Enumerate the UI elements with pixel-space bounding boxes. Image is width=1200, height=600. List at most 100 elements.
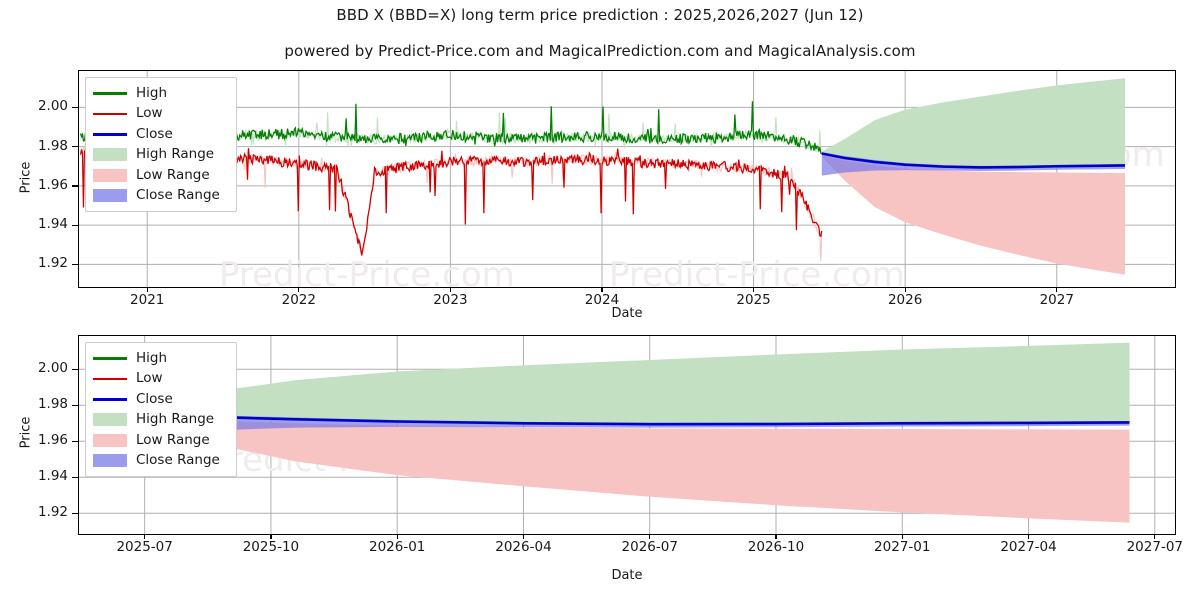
legend-item-low-range[interactable]: Low Range [93, 165, 228, 186]
page-title: BBD X (BBD=X) long term price prediction… [336, 6, 864, 24]
x-tick-label: 2024 [584, 292, 620, 308]
x-tick-mark [901, 534, 903, 539]
legend-item-close-range[interactable]: Close Range [93, 186, 228, 207]
legend-swatch-low-icon [93, 107, 127, 120]
x-tick-label: 2026-01 [368, 539, 426, 555]
x-tick-label: 2023 [433, 292, 468, 308]
y-tick-label: 2.00 [37, 360, 68, 377]
legend-swatch-high-icon [93, 87, 127, 100]
y-tick-mark [72, 106, 78, 108]
legend-label: Low Range [136, 431, 210, 448]
legend-swatch-close-icon [93, 393, 127, 406]
legend-swatch-high-range-icon [93, 413, 127, 427]
x-tick-label: 2026-10 [747, 539, 805, 555]
x-tick-label: 2025-10 [242, 539, 300, 555]
x-tick-mark [1056, 287, 1058, 292]
y-tick-mark [72, 512, 78, 514]
legend-item-high-range[interactable]: High Range [93, 410, 228, 431]
legend-swatch-low-icon [93, 372, 127, 385]
legend-label: Close [136, 125, 173, 142]
legend-swatch-low-range-icon [93, 433, 127, 447]
page-subtitle: powered by Predict-Price.com and Magical… [284, 42, 916, 60]
top-x-axis-label: Date [611, 306, 643, 321]
y-tick-mark [72, 224, 78, 226]
x-tick-label: 2026 [887, 292, 923, 308]
x-tick-label: 2025-07 [116, 539, 173, 555]
legend-swatch-high-icon [93, 352, 127, 365]
y-tick-label: 1.92 [37, 504, 68, 521]
x-tick-label: 2026-07 [621, 539, 678, 555]
legend-item-close-range[interactable]: Close Range [93, 451, 228, 472]
legend-label: Low [136, 105, 163, 121]
legend-item-close[interactable]: Close [93, 389, 228, 410]
legend-label: Low Range [136, 166, 210, 183]
legend-label: Close Range [136, 187, 220, 203]
x-tick-mark [298, 287, 300, 292]
x-tick-label: 2025 [736, 292, 771, 308]
y-tick-mark [72, 146, 78, 148]
x-tick-label: 2022 [281, 292, 316, 308]
x-tick-mark [904, 287, 906, 292]
legend-item-close[interactable]: Close [93, 124, 228, 145]
legend-item-high-range[interactable]: High Range [93, 145, 228, 166]
x-tick-label: 2027-04 [1000, 539, 1057, 555]
legend-label: High Range [136, 411, 215, 427]
y-tick-label: 1.98 [37, 396, 68, 413]
x-tick-mark [649, 534, 651, 539]
legend-swatch-low-range-icon [93, 168, 127, 182]
x-tick-label: 2027 [1039, 292, 1074, 308]
x-tick-mark [1028, 534, 1030, 539]
y-tick-mark [72, 476, 78, 478]
x-tick-label: 2026-04 [495, 539, 552, 555]
x-tick-mark [146, 287, 148, 292]
x-tick-mark [522, 534, 525, 539]
y-tick-mark [72, 185, 78, 187]
legend-label: Low [136, 370, 163, 386]
x-tick-mark [775, 534, 777, 539]
x-tick-mark [601, 287, 603, 292]
y-tick-label: 1.94 [37, 468, 68, 485]
legend-swatch-close-range-icon [93, 454, 127, 468]
y-tick-mark [72, 368, 78, 370]
x-tick-mark [270, 534, 272, 539]
y-tick-label: 1.98 [37, 137, 68, 154]
y-tick-label: 1.92 [37, 255, 68, 272]
svg-text:Predict-Price.com: Predict-Price.com [219, 255, 515, 287]
y-tick-label: 1.96 [37, 432, 68, 449]
legend-swatch-close-icon [93, 128, 127, 141]
x-tick-mark [753, 287, 755, 292]
legend-item-high[interactable]: High [93, 83, 228, 104]
legend-item-high[interactable]: High [93, 348, 228, 369]
y-tick-label: 1.96 [37, 176, 68, 193]
x-tick-label: 2027-07 [1126, 539, 1183, 555]
legend-label: High [136, 349, 168, 366]
y-tick-label: 1.94 [37, 216, 68, 233]
y-tick-label: 2.00 [37, 98, 68, 115]
legend-swatch-high-range-icon [93, 148, 127, 162]
legend-item-low[interactable]: Low [93, 104, 228, 125]
top-chart-svg: Predict-Price.comPredict-Price.comPredic… [79, 71, 1175, 287]
legend-label: High Range [136, 146, 215, 162]
x-tick-mark [449, 287, 452, 292]
bottom-x-axis-label: Date [611, 568, 643, 583]
legend-label: High [136, 84, 168, 101]
top-chart-legend: High Low Close High Range Low Range Close Ran… [85, 77, 237, 212]
x-tick-mark [396, 534, 398, 539]
legend-label: Close [136, 390, 173, 407]
legend-label: Close Range [136, 452, 220, 468]
legend-item-low-range[interactable]: Low Range [93, 430, 228, 451]
legend-swatch-close-range-icon [93, 189, 127, 203]
x-tick-label: 2027-01 [874, 539, 931, 555]
top-chart-panel: Predict-Price.comPredict-Price.comPredic… [78, 70, 1176, 288]
y-tick-mark [72, 440, 78, 442]
bottom-chart-legend: High Low Close High Range Low Range Close Ran… [85, 342, 237, 477]
legend-item-low[interactable]: Low [93, 369, 228, 390]
y-tick-mark [72, 404, 78, 406]
y-tick-mark [72, 263, 78, 266]
x-tick-mark [1154, 534, 1156, 539]
x-tick-label: 2021 [130, 292, 165, 308]
top-plot-area: Predict-Price.comPredict-Price.comPredic… [78, 70, 1176, 288]
